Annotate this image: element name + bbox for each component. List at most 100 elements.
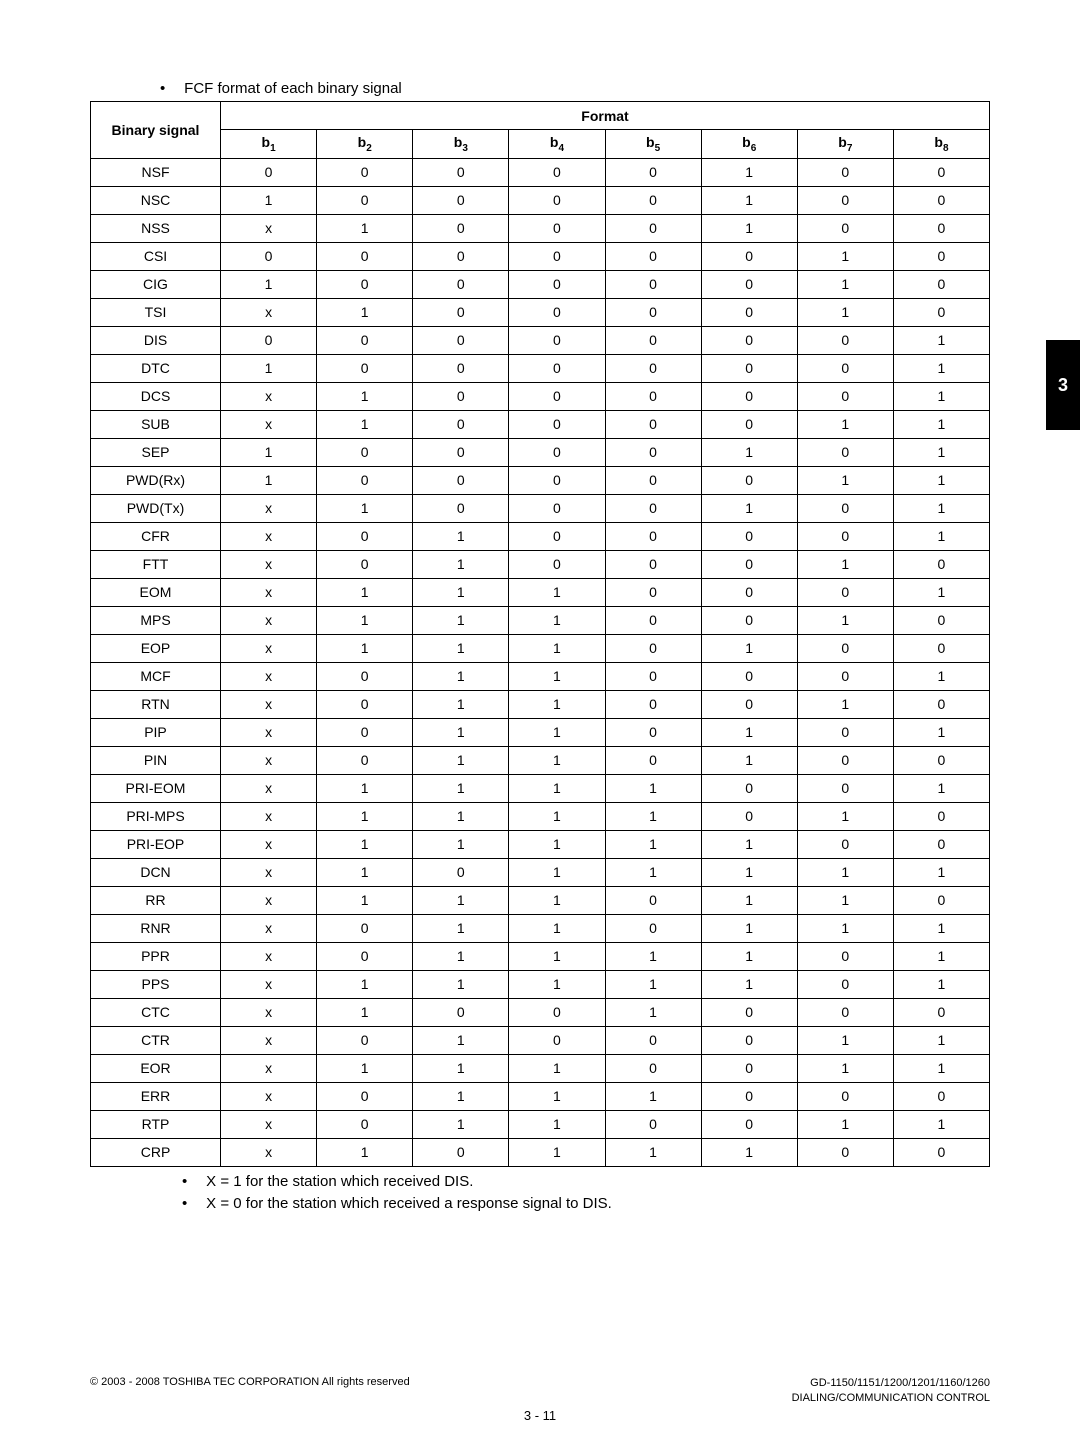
bit-cell: 0	[893, 158, 989, 186]
bit-cell: 0	[797, 186, 893, 214]
bit-cell: 1	[413, 578, 509, 606]
signal-name-cell: DIS	[91, 326, 221, 354]
bit-cell: 1	[797, 858, 893, 886]
bit-cell: 0	[605, 662, 701, 690]
table-row: PPRx0111101	[91, 942, 990, 970]
fcf-table-body: NSF00000100NSC10000100NSSx1000100CSI0000…	[91, 158, 990, 1166]
bit-cell: x	[221, 662, 317, 690]
bit-cell: 1	[509, 746, 605, 774]
bit-cell: 1	[509, 690, 605, 718]
bit-cell: 0	[701, 354, 797, 382]
signal-name-cell: FTT	[91, 550, 221, 578]
bit-cell: 1	[413, 550, 509, 578]
bit-cell: 1	[509, 1138, 605, 1166]
bit-cell: 1	[893, 410, 989, 438]
bit-cell: 1	[701, 970, 797, 998]
bit-cell: 1	[317, 606, 413, 634]
bit-cell: x	[221, 1054, 317, 1082]
bit-cell: 1	[509, 634, 605, 662]
bit-cell: 0	[605, 354, 701, 382]
bit-cell: 1	[701, 830, 797, 858]
bit-cell: 0	[605, 522, 701, 550]
bit-cell: 0	[797, 382, 893, 410]
bit-cell: 0	[317, 354, 413, 382]
table-row: NSSx1000100	[91, 214, 990, 242]
bit-cell: 0	[317, 270, 413, 298]
bit-cell: 0	[509, 326, 605, 354]
bit-cell: 0	[797, 214, 893, 242]
bit-cell: 1	[797, 914, 893, 942]
signal-name-cell: CIG	[91, 270, 221, 298]
bit-cell: 1	[221, 270, 317, 298]
bit-cell: 0	[797, 354, 893, 382]
bit-cell: 1	[797, 1026, 893, 1054]
bit-cell: 0	[893, 214, 989, 242]
bit-cell: 1	[893, 354, 989, 382]
bit-cell: x	[221, 774, 317, 802]
table-row: CIG10000010	[91, 270, 990, 298]
table-row: PRI-MPSx1111010	[91, 802, 990, 830]
table-row: RTPx0110011	[91, 1110, 990, 1138]
bit-cell: 1	[413, 522, 509, 550]
bit-cell: 0	[317, 1082, 413, 1110]
table-row: CTCx1001000	[91, 998, 990, 1026]
bit-cell: 1	[413, 1026, 509, 1054]
chapter-tab-number: 3	[1058, 375, 1068, 396]
signal-name-cell: NSF	[91, 158, 221, 186]
signal-name-cell: PIP	[91, 718, 221, 746]
bit-cell: 1	[605, 774, 701, 802]
bit-cell: 1	[605, 998, 701, 1026]
bit-cell: 0	[317, 746, 413, 774]
bit-cell: 1	[509, 858, 605, 886]
bit-cell: 0	[893, 606, 989, 634]
bit-cell: 1	[701, 914, 797, 942]
bit-cell: 0	[509, 270, 605, 298]
bit-cell: x	[221, 718, 317, 746]
bit-cell: x	[221, 494, 317, 522]
bit-cell: 0	[701, 270, 797, 298]
bit-cell: 1	[893, 662, 989, 690]
bit-cell: 1	[893, 774, 989, 802]
bit-cell: 0	[509, 214, 605, 242]
bit-cell: 0	[509, 242, 605, 270]
bit-cell: 1	[413, 774, 509, 802]
signal-name-cell: DCN	[91, 858, 221, 886]
bit-cell: 0	[701, 1082, 797, 1110]
bit-cell: 1	[701, 438, 797, 466]
bit-cell: 0	[605, 606, 701, 634]
bit-cell: 1	[317, 382, 413, 410]
table-row: PINx0110100	[91, 746, 990, 774]
bit-cell: 0	[413, 466, 509, 494]
bit-cell: 1	[605, 970, 701, 998]
bit-cell: 1	[509, 886, 605, 914]
header-bullet-line: • FCF format of each binary signal	[160, 80, 990, 97]
col-header-b4: b4	[509, 130, 605, 159]
bit-cell: 0	[509, 550, 605, 578]
bit-cell: 0	[797, 746, 893, 774]
bit-cell: 1	[701, 942, 797, 970]
bit-cell: 0	[317, 662, 413, 690]
bit-cell: 1	[701, 858, 797, 886]
bit-cell: x	[221, 746, 317, 774]
bit-cell: 0	[413, 242, 509, 270]
table-row: CTRx0100011	[91, 1026, 990, 1054]
bit-cell: 1	[509, 914, 605, 942]
bit-cell: x	[221, 382, 317, 410]
table-row: NSF00000100	[91, 158, 990, 186]
table-row: SUBx1000011	[91, 410, 990, 438]
bit-cell: 0	[605, 718, 701, 746]
bit-cell: 0	[605, 494, 701, 522]
bit-cell: 1	[605, 1082, 701, 1110]
bullet-dot-icon: •	[160, 80, 180, 97]
table-row: ERRx0111000	[91, 1082, 990, 1110]
bit-cell: x	[221, 1110, 317, 1138]
bit-cell: 0	[413, 998, 509, 1026]
signal-name-cell: EOP	[91, 634, 221, 662]
bit-cell: 1	[893, 466, 989, 494]
bit-cell: 1	[509, 1110, 605, 1138]
bit-cell: 0	[893, 802, 989, 830]
bit-cell: 0	[413, 298, 509, 326]
bit-cell: 0	[509, 354, 605, 382]
bit-cell: 1	[701, 746, 797, 774]
col-header-b2: b2	[317, 130, 413, 159]
